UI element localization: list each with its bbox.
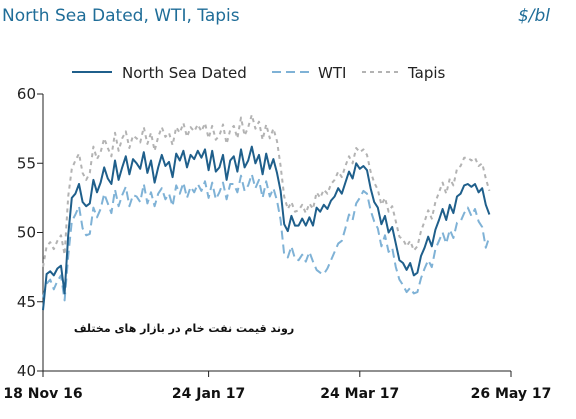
y-tick-label: 50 [17, 224, 36, 242]
x-tick-label: 24 Mar 17 [320, 386, 399, 402]
x-tick-label: 26 May 17 [471, 386, 552, 402]
annotation-text: روند قیمت نفت خام در بازار های مختلف [74, 322, 294, 335]
legend-label-wti: WTI [318, 64, 346, 82]
series-group [42, 113, 491, 311]
series-line-wti [42, 173, 491, 302]
y-tick-label: 55 [17, 154, 36, 172]
y-tick-label: 45 [17, 293, 36, 311]
x-tick-label: 18 Nov 16 [3, 386, 82, 402]
unit-label: $/bl [517, 6, 550, 26]
series-line-tapis [42, 113, 491, 268]
x-tick-label: 24 Jan 17 [172, 386, 245, 402]
chart-title: North Sea Dated, WTI, Tapis [2, 6, 240, 26]
legend-label-tapis: Tapis [407, 64, 446, 82]
series-line-north-sea-dated [42, 145, 491, 311]
axes: 40 45 50 55 60 18 Nov 16 24 Jan 17 24 Mar 17 26 … [3, 85, 551, 402]
y-tick-label: 40 [17, 362, 36, 380]
legend: North Sea Dated WTI Tapis [72, 64, 446, 82]
legend-label-north-sea-dated: North Sea Dated [122, 64, 247, 82]
y-tick-label: 60 [17, 85, 36, 103]
